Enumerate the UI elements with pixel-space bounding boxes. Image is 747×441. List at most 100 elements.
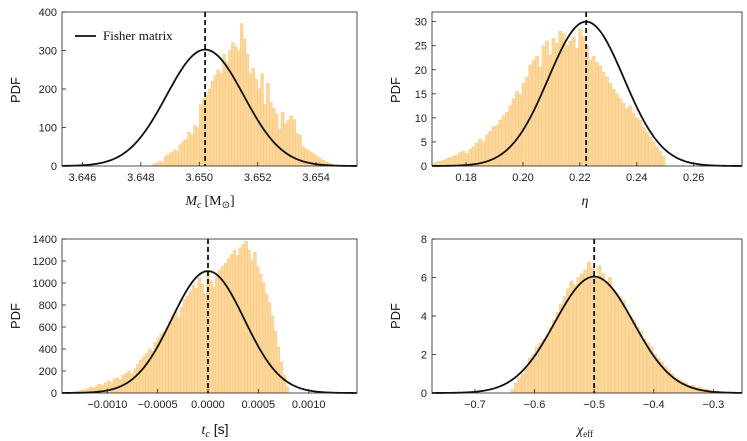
panel-mc: 3.646 3.648 3.650 3.652 3.654 0100200300400 …: [8, 7, 358, 211]
x-axis-label: Mc [M⊙]: [184, 194, 234, 211]
fisher-curve: [62, 270, 357, 394]
y-axis-ticks: 0 200 400 600 800 1000 1200 1400: [33, 234, 66, 400]
histogram-bar: [520, 373, 525, 394]
histogram-bar: [561, 33, 566, 167]
histogram-bar: [254, 79, 258, 167]
histogram-bar: [216, 69, 220, 167]
histogram-bar: [256, 266, 260, 394]
histogram-bar: [535, 56, 539, 167]
histogram-bar: [244, 240, 248, 394]
histogram-bar: [272, 108, 276, 167]
histogram-bar: [226, 258, 231, 394]
histogram-bar: [184, 138, 188, 167]
x-label-sub: eff: [583, 429, 593, 439]
x-tick-label: 0.22: [569, 172, 590, 184]
x-axis-ticks: 0.18 0.20 0.22 0.24 0.26: [455, 162, 704, 184]
histogram-bar: [270, 315, 275, 394]
histogram-bar: [203, 293, 207, 394]
histogram-bar: [304, 148, 308, 167]
histogram-bar: [498, 120, 503, 167]
histogram-bar: [595, 62, 599, 167]
x-tick-label: 0.0005: [242, 399, 276, 411]
fisher-curve: [431, 275, 743, 394]
y-tick-label: 8: [421, 234, 427, 246]
y-tick-label: 30: [415, 17, 427, 29]
fisher-curve: [61, 48, 358, 167]
histogram-bar: [248, 73, 253, 167]
x-tick-label: −0.3: [703, 399, 725, 411]
histogram-bar: [199, 104, 203, 167]
histogram-bar: [628, 105, 633, 167]
panel-chi-eff: −0.7 −0.6 −0.5 −0.4 −0.3 0 2 4 6 8 PDF χeff: [388, 234, 743, 439]
x-axis-ticks: −0.7 −0.6 −0.5 −0.4 −0.3: [464, 389, 724, 411]
histogram-bar: [604, 281, 609, 394]
histogram-bar: [109, 382, 114, 394]
histogram-bar: [518, 94, 523, 167]
histogram-bar: [638, 120, 643, 167]
histogram-bar: [260, 73, 264, 167]
histogram-bar: [247, 249, 251, 394]
histogram-bar: [461, 150, 466, 167]
histogram-bar: [235, 255, 240, 394]
x-tick-label: 0.0000: [191, 399, 225, 411]
histogram-bar: [115, 377, 120, 394]
x-tick-label: −0.5: [583, 399, 605, 411]
histogram-bar: [275, 113, 279, 167]
x-label-unit-sub: ⊙: [222, 200, 230, 211]
histogram-bar: [263, 104, 267, 167]
panel-eta: 0.18 0.20 0.22 0.24 0.26 0 5 10 15 20 25 30 PDF η: [388, 11, 743, 209]
y-tick-label: 10: [415, 113, 427, 125]
histogram-bar: [614, 292, 619, 394]
histogram-bar: [207, 88, 212, 167]
histogram-bar: [155, 162, 159, 167]
histogram-bars: [510, 261, 720, 394]
histogram-bar: [259, 274, 263, 394]
histogram-bar: [264, 293, 269, 394]
histogram-bar: [587, 261, 591, 394]
histogram-bar: [225, 61, 229, 167]
y-tick-label: 800: [39, 300, 57, 312]
y-tick-label: 200: [39, 366, 57, 378]
y-axis-label: PDF: [8, 303, 23, 329]
histogram-bar: [605, 76, 609, 167]
x-tick-label: 0.20: [512, 172, 533, 184]
histogram-bar: [191, 285, 196, 394]
histogram-bar: [513, 383, 518, 394]
histogram-bar: [598, 65, 603, 167]
histogram-bar: [194, 288, 199, 394]
x-tick-label: 3.648: [127, 172, 155, 184]
histogram-bar: [597, 265, 602, 394]
histogram-bar: [273, 331, 278, 394]
y-tick-label: 20: [415, 65, 427, 77]
plot-frame: [61, 238, 358, 394]
y-axis-label: PDF: [8, 77, 23, 103]
histogram-bar: [197, 277, 201, 394]
histogram-bar: [495, 124, 499, 167]
histogram-bar: [591, 56, 596, 167]
y-tick-label: 4: [421, 311, 427, 323]
histogram-bar: [475, 142, 479, 167]
x-label-unit: [s]: [210, 421, 229, 437]
histogram-bar: [242, 38, 247, 167]
histogram-bar: [188, 291, 193, 394]
histogram-bar: [213, 75, 218, 167]
histogram-bar: [581, 35, 586, 167]
y-tick-label: 100: [39, 123, 57, 135]
histogram-bar: [130, 374, 134, 394]
legend: Fisher matrix: [75, 28, 173, 43]
histogram-bar: [552, 319, 557, 394]
y-tick-label: 5: [421, 137, 427, 149]
histogram-bar: [139, 359, 143, 394]
y-tick-label: 0: [421, 388, 427, 400]
y-tick-label: 15: [415, 89, 427, 101]
histogram-bar: [175, 151, 180, 167]
histogram-bar: [625, 108, 629, 167]
y-tick-label: 2: [421, 350, 427, 362]
histogram-bar: [196, 127, 200, 167]
histogram-bar: [575, 47, 579, 167]
histogram-bar: [253, 251, 257, 394]
y-tick-label: 400: [39, 7, 57, 19]
y-tick-label: 6: [421, 273, 427, 285]
histogram-bar: [204, 94, 209, 167]
histogram-bar: [238, 247, 242, 394]
